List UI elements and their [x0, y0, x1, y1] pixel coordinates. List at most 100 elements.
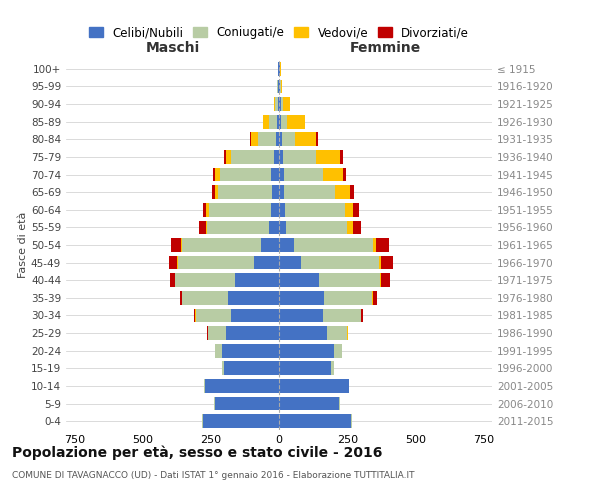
Bar: [353, 203, 359, 216]
Bar: [222, 362, 224, 375]
Bar: [294, 238, 373, 252]
Bar: [278, 97, 279, 111]
Bar: [279, 150, 283, 164]
Bar: [335, 186, 350, 199]
Bar: [215, 168, 220, 181]
Bar: [347, 220, 353, 234]
Bar: [205, 379, 279, 393]
Bar: [271, 203, 279, 216]
Bar: [279, 379, 349, 393]
Bar: [316, 150, 340, 164]
Bar: [272, 186, 279, 199]
Bar: [221, 344, 279, 358]
Bar: [343, 168, 346, 181]
Bar: [283, 150, 316, 164]
Bar: [382, 274, 389, 287]
Bar: [279, 291, 324, 304]
Bar: [373, 291, 377, 304]
Bar: [279, 186, 284, 199]
Bar: [182, 291, 229, 304]
Bar: [218, 186, 272, 199]
Text: Popolazione per età, sesso e stato civile - 2016: Popolazione per età, sesso e stato civil…: [12, 446, 382, 460]
Bar: [170, 274, 175, 287]
Bar: [194, 308, 196, 322]
Bar: [199, 220, 206, 234]
Bar: [373, 238, 376, 252]
Bar: [279, 97, 281, 111]
Bar: [169, 256, 177, 270]
Bar: [177, 256, 178, 270]
Bar: [380, 274, 382, 287]
Bar: [277, 80, 278, 94]
Bar: [295, 132, 316, 146]
Bar: [231, 308, 279, 322]
Bar: [215, 186, 218, 199]
Bar: [282, 132, 295, 146]
Bar: [215, 344, 221, 358]
Bar: [281, 115, 287, 128]
Bar: [345, 203, 353, 216]
Bar: [279, 308, 323, 322]
Bar: [279, 344, 334, 358]
Bar: [258, 132, 276, 146]
Bar: [226, 150, 231, 164]
Bar: [281, 97, 283, 111]
Bar: [226, 326, 279, 340]
Bar: [203, 203, 206, 216]
Bar: [340, 150, 343, 164]
Bar: [263, 115, 269, 128]
Bar: [372, 291, 373, 304]
Bar: [301, 256, 379, 270]
Bar: [286, 220, 347, 234]
Bar: [279, 274, 319, 287]
Bar: [274, 97, 275, 111]
Bar: [220, 168, 271, 181]
Bar: [279, 326, 327, 340]
Bar: [279, 414, 352, 428]
Bar: [319, 274, 380, 287]
Bar: [279, 238, 294, 252]
Bar: [287, 115, 305, 128]
Bar: [323, 168, 343, 181]
Bar: [172, 238, 181, 252]
Bar: [206, 220, 269, 234]
Bar: [182, 238, 261, 252]
Text: COMUNE DI TAVAGNACCO (UD) - Dati ISTAT 1° gennaio 2016 - Elaborazione TUTTITALIA: COMUNE DI TAVAGNACCO (UD) - Dati ISTAT 1…: [12, 470, 415, 480]
Bar: [353, 220, 361, 234]
Bar: [279, 115, 281, 128]
Bar: [261, 238, 279, 252]
Bar: [175, 274, 235, 287]
Bar: [224, 150, 226, 164]
Bar: [279, 256, 301, 270]
Bar: [334, 344, 342, 358]
Bar: [350, 186, 354, 199]
Bar: [376, 238, 389, 252]
Bar: [271, 168, 279, 181]
Bar: [212, 186, 215, 199]
Bar: [283, 97, 290, 111]
Bar: [323, 308, 361, 322]
Bar: [269, 220, 279, 234]
Bar: [269, 115, 277, 128]
Bar: [224, 362, 279, 375]
Bar: [215, 396, 279, 410]
Bar: [181, 238, 182, 252]
Legend: Celibi/Nubili, Coniugati/e, Vedovi/e, Divorziati/e: Celibi/Nubili, Coniugati/e, Vedovi/e, Di…: [84, 22, 474, 44]
Bar: [279, 396, 339, 410]
Bar: [276, 132, 279, 146]
Bar: [279, 132, 282, 146]
Bar: [331, 362, 334, 375]
Bar: [274, 150, 279, 164]
Bar: [279, 203, 285, 216]
Bar: [327, 326, 347, 340]
Bar: [278, 80, 279, 94]
Bar: [280, 80, 281, 94]
Bar: [324, 291, 372, 304]
Bar: [209, 203, 271, 216]
Bar: [277, 115, 279, 128]
Bar: [178, 256, 254, 270]
Bar: [231, 150, 274, 164]
Bar: [279, 80, 280, 94]
Bar: [285, 203, 345, 216]
Text: Maschi: Maschi: [145, 40, 200, 54]
